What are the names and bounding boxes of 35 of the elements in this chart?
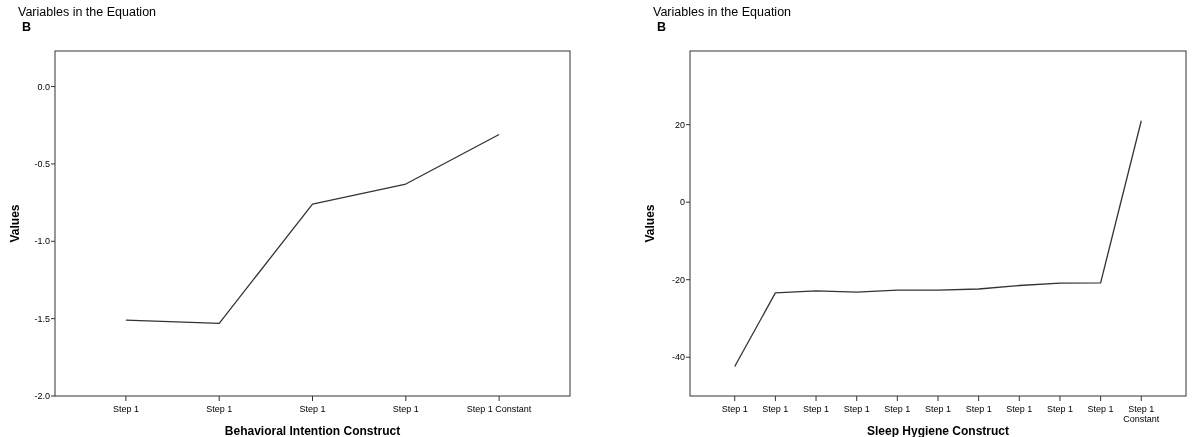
x-tick-label: Step 1 [1046, 404, 1073, 414]
y-tick-label: -2.0 [34, 391, 50, 402]
y-tick-label: -1.5 [34, 313, 50, 324]
y-tick-label: 20 [674, 119, 685, 130]
x-axis-title: Behavioral Intention Construct [224, 424, 401, 437]
x-tick-label: Step 1 [1006, 404, 1033, 414]
x-tick-label: Step 1 [299, 404, 326, 414]
x-tick-label: Step 1 [721, 404, 748, 414]
x-tick-label: Step 1 [392, 404, 419, 414]
chart-subtitle: B [657, 20, 667, 34]
y-tick-label: -20 [671, 274, 685, 285]
x-tick-label: Step 1 [803, 404, 830, 414]
chart-title: Variables in the Equation [653, 5, 792, 19]
x-tick-label: Step 1 [762, 404, 789, 414]
x-axis-title: Sleep Hygiene Construct [866, 424, 1010, 437]
y-tick-label: -0.5 [34, 159, 50, 170]
chart-subtitle: B [22, 20, 32, 34]
x-tick-label: Step 1 [965, 404, 992, 414]
x-tick-label: Step 1 [884, 404, 911, 414]
x-tick-label: Step 1 [112, 404, 139, 414]
line-series [734, 120, 1142, 368]
x-tick-label: Step 1 [843, 404, 870, 414]
x-tick-label: Step 1 [1087, 404, 1114, 414]
line-series [125, 133, 500, 324]
y-axis-title: Values [643, 204, 657, 243]
y-tick-label: 0.0 [37, 81, 50, 92]
chart-title: Variables in the Equation [18, 5, 157, 19]
x-tick-label: Step 1 Constant [1123, 404, 1160, 424]
y-axis-title: Values [8, 204, 22, 243]
y-tick-label: -1.0 [34, 236, 50, 247]
x-tick-label: Step 1 [206, 404, 233, 414]
y-tick-label: -40 [671, 352, 685, 363]
x-tick-label: Step 1 Constant [466, 404, 532, 414]
y-tick-label: 0 [679, 197, 685, 208]
x-tick-label: Step 1 [924, 404, 952, 414]
